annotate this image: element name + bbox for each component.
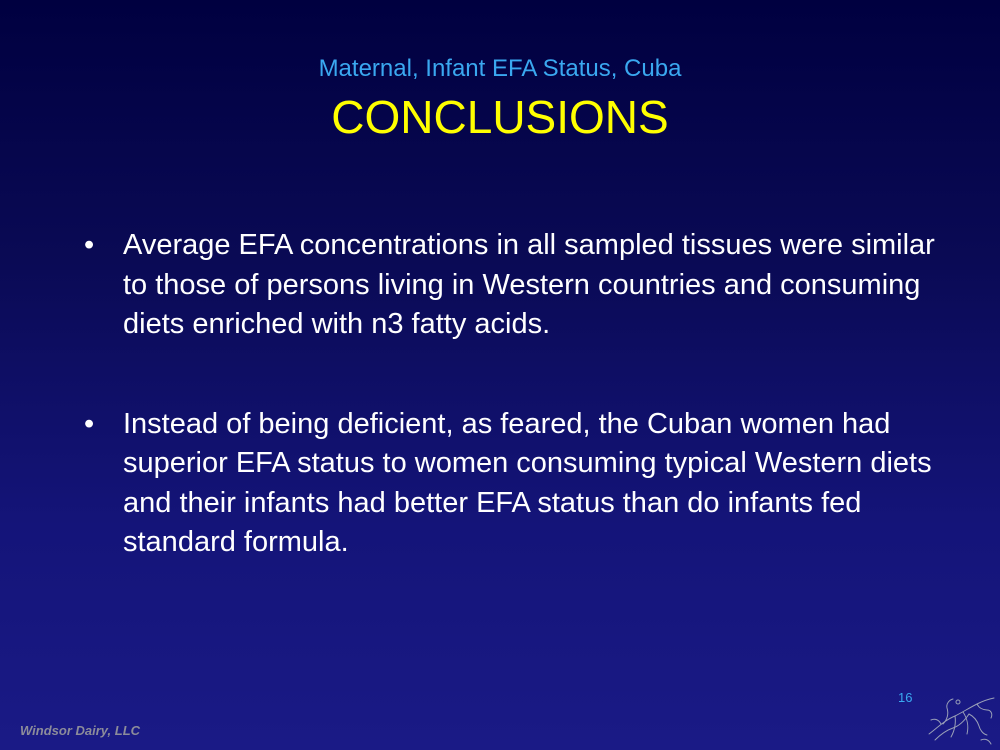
page-number: 16 <box>898 690 913 705</box>
windsor-dairy-logo-icon <box>928 697 995 745</box>
slide-title: CONCLUSIONS <box>331 91 669 143</box>
slide-subtitle: Maternal, Infant EFA Status, Cuba <box>318 55 682 82</box>
bullet-item: • Instead of being deficient, as feared,… <box>84 405 944 563</box>
bullet-text: Average EFA concentrations in all sample… <box>123 229 935 340</box>
bullet-marker: • <box>84 407 95 440</box>
footer-company-name: Windsor Dairy, LLC <box>20 723 141 738</box>
bullet-marker: • <box>84 229 95 261</box>
bullet-text: Instead of being deficient, as feared, t… <box>123 407 932 559</box>
bullet-item: • Average EFA concentrations in all samp… <box>84 226 944 345</box>
bullet-list: • Average EFA concentrations in all samp… <box>84 226 944 563</box>
